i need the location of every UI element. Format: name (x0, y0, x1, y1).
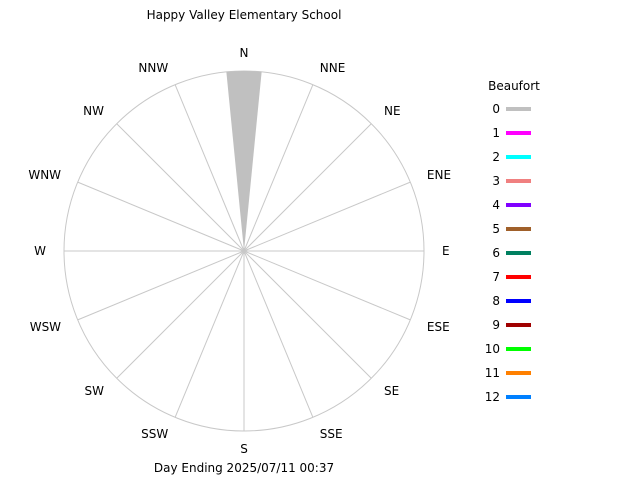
legend-label-0: 0 (492, 102, 500, 116)
direction-label-s: S (240, 442, 248, 456)
legend-label-10: 10 (485, 342, 500, 356)
direction-label-n: N (240, 46, 249, 60)
legend-label-3: 3 (492, 174, 500, 188)
grid-spoke-ssw (174, 250, 245, 418)
direction-label-sse: SSE (320, 427, 343, 441)
legend-label-7: 7 (492, 270, 500, 284)
direction-label-sw: SW (85, 384, 105, 398)
legend-label-6: 6 (492, 246, 500, 260)
direction-label-wsw: WSW (30, 320, 61, 334)
grid-spoke-nnw (174, 84, 245, 252)
legend-label-8: 8 (492, 294, 500, 308)
grid-spoke-ese (243, 250, 411, 321)
grid-spoke-nne (243, 84, 314, 252)
grid-spoke-ne (243, 123, 372, 252)
legend-label-11: 11 (485, 366, 500, 380)
legend-title: Beaufort (488, 79, 540, 93)
grid-spoke-se (243, 250, 372, 379)
chart-footer: Day Ending 2025/07/11 00:37 (154, 461, 334, 475)
legend-label-4: 4 (492, 198, 500, 212)
direction-label-nw: NW (83, 104, 104, 118)
direction-label-ese: ESE (427, 320, 450, 334)
chart-title: Happy Valley Elementary School (147, 8, 342, 22)
legend-label-5: 5 (492, 222, 500, 236)
direction-label-se: SE (384, 384, 399, 398)
direction-label-ene: ENE (427, 168, 451, 182)
grid-spoke-ene (243, 181, 411, 252)
grid-spoke-wnw (77, 181, 245, 252)
legend-label-12: 12 (485, 390, 500, 404)
petal-n-beaufort-0 (226, 71, 262, 251)
direction-label-e: E (442, 244, 450, 258)
rose-grid (63, 70, 425, 432)
direction-label-nnw: NNW (138, 61, 168, 75)
grid-spoke-wsw (77, 250, 245, 321)
grid-spoke-sw (116, 250, 245, 379)
grid-spoke-nw (116, 123, 245, 252)
legend-label-2: 2 (492, 150, 500, 164)
direction-label-ssw: SSW (141, 427, 168, 441)
direction-label-nne: NNE (320, 61, 346, 75)
direction-labels: N NNE NE ENE E ESE SE SSE S SSW SW WSW W WNW NW NNW (28, 46, 451, 456)
grid-spoke-sse (243, 250, 314, 418)
legend-label-9: 9 (492, 318, 500, 332)
direction-label-w: W (34, 244, 46, 258)
legend-label-1: 1 (492, 126, 500, 140)
direction-label-wnw: WNW (28, 168, 61, 182)
direction-label-ne: NE (384, 104, 401, 118)
rose-petals (226, 71, 262, 251)
